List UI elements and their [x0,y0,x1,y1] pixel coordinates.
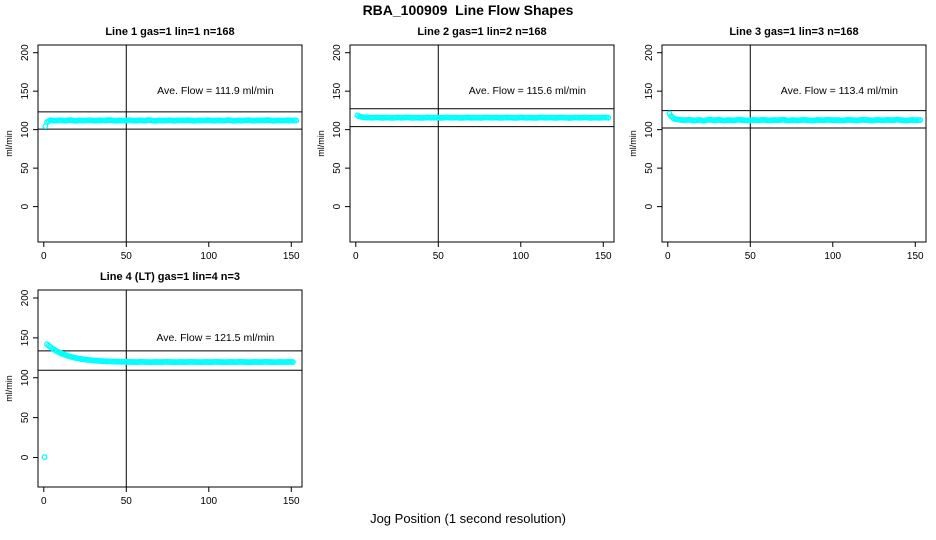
x-tick-label: 0 [41,251,47,262]
y-axis-label: ml/min [316,130,326,157]
subplot-line-1-canvas: Line 1 gas=1 lin=1 n=168 0 50 100 150 0 50 100 1… [4,26,303,262]
y-tick-label: 50 [20,412,31,424]
x-tick-label: 100 [200,496,217,507]
y-axis-label: ml/min [4,130,14,157]
x-tick-label: 150 [595,251,612,262]
y-axis-label: ml/min [4,375,14,402]
y-tick-label: 200 [20,44,31,61]
y-tick-label: 50 [20,162,31,174]
subplot-title: Line 1 gas=1 lin=1 n=168 [105,26,234,38]
data-point [605,114,612,121]
x-tick-label: 150 [283,496,300,507]
outlier-point [41,454,48,461]
x-tick-label: 0 [41,496,47,507]
plot-box [37,289,303,488]
x-tick-label: 100 [512,251,529,262]
subplot-line-3-canvas: Line 3 gas=1 lin=3 n=168 0 50 100 150 0 50 100 1… [628,26,927,262]
ave-flow-annotation: Ave. Flow = 111.9 ml/min [157,85,274,97]
data-point [917,117,924,123]
subplot-line-2: Line 2 gas=1 lin=2 n=168 0 50 100 150 0 50 100 1… [312,20,624,270]
subplot-title: Line 2 gas=1 lin=2 n=168 [417,26,546,38]
data-point [293,117,300,124]
x-tick-label: 50 [433,251,445,262]
x-tick-label: 150 [907,251,924,262]
plot-box [661,44,927,243]
subplot-line-4: Line 4 (LT) gas=1 lin=4 n=3 0 50 100 150 0 50 1… [0,265,312,515]
y-tick-label: 50 [332,162,343,174]
subplot-title: Line 3 gas=1 lin=3 n=168 [729,26,858,38]
y-tick-label: 200 [20,289,31,306]
x-tick-label: 0 [665,251,671,262]
ave-flow-annotation: Ave. Flow = 113.4 ml/min [781,85,898,97]
x-tick-label: 100 [824,251,841,262]
x-tick-label: 50 [745,251,757,262]
y-tick-label: 0 [20,203,31,209]
x-tick-label: 50 [121,496,133,507]
y-tick-label: 0 [644,203,655,209]
y-tick-label: 200 [332,44,343,61]
y-tick-label: 50 [644,162,655,174]
y-tick-label: 150 [20,82,31,99]
y-tick-label: 100 [20,121,31,138]
data-point [289,359,296,365]
y-tick-label: 100 [332,121,343,138]
y-tick-label: 100 [644,121,655,138]
y-tick-label: 150 [20,329,31,346]
y-axis-label: ml/min [628,130,638,157]
y-tick-label: 150 [332,82,343,99]
plot-box [349,44,615,243]
y-tick-label: 0 [20,454,31,460]
y-tick-label: 100 [20,369,31,386]
main-title: RBA_100909 Line Flow Shapes [362,2,574,18]
subplot-line-4-canvas: Line 4 (LT) gas=1 lin=4 n=3 0 50 100 150 0 50 1… [4,271,303,507]
subplot-title: Line 4 (LT) gas=1 lin=4 n=3 [100,271,240,283]
x-tick-label: 0 [353,251,359,262]
y-tick-label: 150 [644,82,655,99]
plot-box [37,44,303,243]
y-tick-label: 0 [332,203,343,209]
x-tick-label: 100 [200,251,217,262]
subplot-line-1: Line 1 gas=1 lin=1 n=168 0 50 100 150 0 50 100 1… [0,20,312,270]
ave-flow-annotation: Ave. Flow = 115.6 ml/min [469,85,586,97]
ave-flow-annotation: Ave. Flow = 121.5 ml/min [156,332,274,344]
y-tick-label: 200 [644,44,655,61]
x-tick-label: 50 [121,251,133,262]
subplot-line-3: Line 3 gas=1 lin=3 n=168 0 50 100 150 0 50 100 1… [624,20,936,270]
x-axis-global-label: Jog Position (1 second resolution) [370,511,566,526]
subplot-line-2-canvas: Line 2 gas=1 lin=2 n=168 0 50 100 150 0 50 100 1… [316,26,615,262]
x-tick-label: 150 [283,251,300,262]
